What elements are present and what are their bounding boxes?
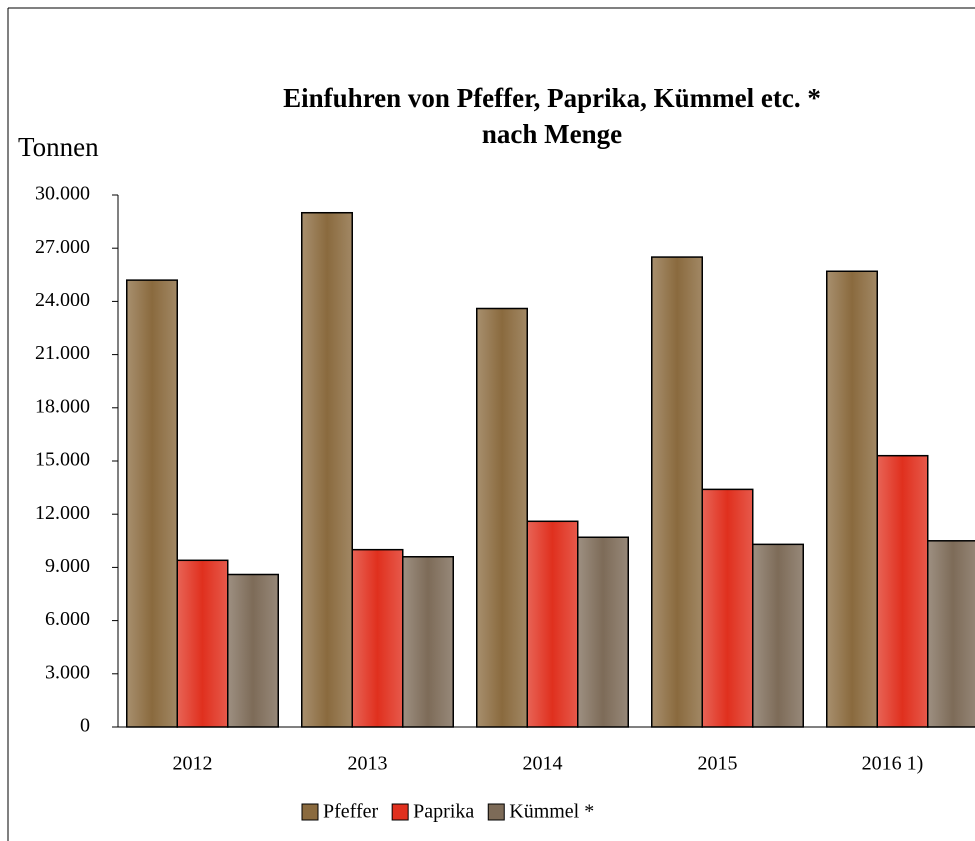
bar [403,557,454,727]
x-tick-label: 2015 [698,753,738,775]
legend-label: Kümmel * [509,801,594,823]
legend-swatch [488,804,504,820]
y-tick-label: 21.000 [35,342,90,364]
legend-swatch [392,804,408,820]
bar [928,541,975,727]
x-tick-label: 2012 [173,753,213,775]
y-tick-label: 27.000 [35,236,90,258]
x-tick-label: 2014 [523,753,563,775]
y-tick-label: 9.000 [45,555,90,577]
legend-label: Paprika [413,801,474,823]
bar [127,280,178,727]
y-tick-label: 3.000 [45,661,90,683]
y-tick-label: 24.000 [35,289,90,311]
chart-subtitle: nach Menge [482,119,622,149]
bar [753,544,804,727]
legend-swatch [302,804,318,820]
bar [578,537,629,727]
bar [827,271,878,727]
y-tick-label: 6.000 [45,608,90,630]
bar [527,521,578,727]
legend-label: Pfeffer [323,801,378,823]
y-tick-label: 15.000 [35,449,90,471]
chart: Einfuhren von Pfeffer, Paprika, Kümmel e… [0,0,975,841]
y-tick-label: 18.000 [35,395,90,417]
y-tick-label: 30.000 [35,183,90,205]
bar [702,489,753,727]
bar [352,550,403,727]
bar [477,308,528,727]
y-tick-label: 12.000 [35,502,90,524]
bar [302,213,353,727]
bar [652,257,703,727]
y-axis-label: Tonnen [18,132,99,162]
x-tick-label: 2013 [348,753,388,775]
bar [177,560,228,727]
x-tick-label: 2016 1) [862,753,924,775]
bar [877,456,928,727]
bar [228,574,279,727]
y-tick-label: 0 [80,715,90,737]
chart-title: Einfuhren von Pfeffer, Paprika, Kümmel e… [283,83,821,113]
